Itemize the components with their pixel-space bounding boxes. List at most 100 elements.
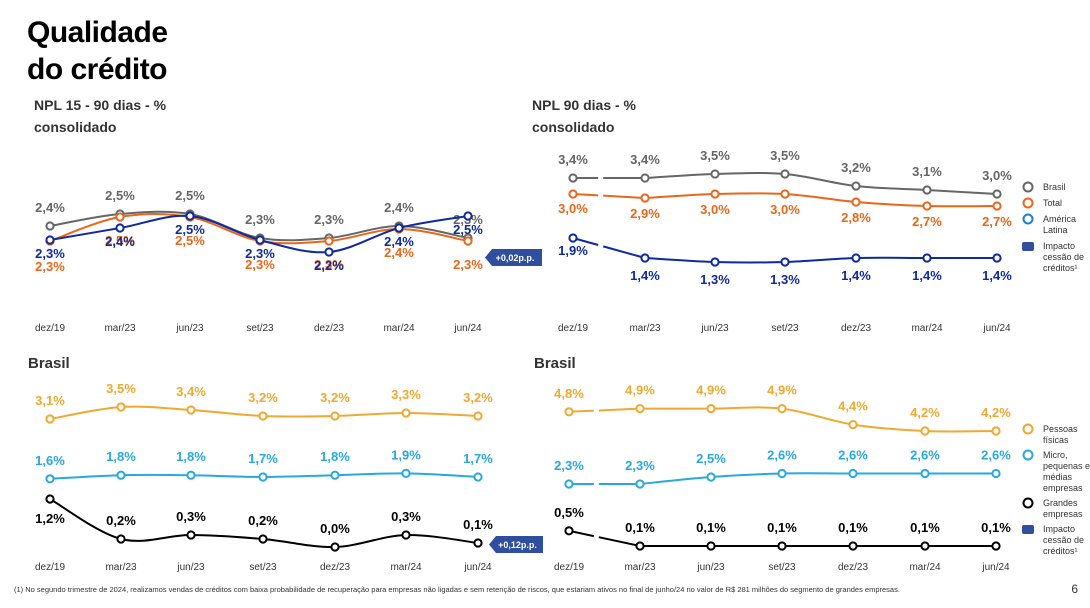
brasil90-series-1-label-3: 2,6% xyxy=(767,448,797,463)
brasil90-series-2-label-2: 0,1% xyxy=(696,520,726,535)
npl15-panel-title: NPL 15 - 90 dias - % consolidado xyxy=(34,94,166,138)
npl15-series-1-point-1 xyxy=(115,212,125,222)
brasil90-legend-marker-1 xyxy=(1022,449,1034,461)
brasil15-series-2-label-1: 0,2% xyxy=(106,513,136,528)
npl90-legend-label-1: Total xyxy=(1043,198,1062,208)
brasil15-xtick-3: set/23 xyxy=(249,562,277,573)
brasil15-series-1-label-3: 1,7% xyxy=(248,451,278,466)
npl90-series-0-point-2 xyxy=(710,169,720,179)
brasil15-series-1-label-6: 1,7% xyxy=(463,451,493,466)
npl90-legend-marker-1 xyxy=(1022,197,1034,209)
brasil90-series-0-point-4 xyxy=(848,420,858,430)
npl90-legend-marker-3 xyxy=(1022,242,1034,251)
npl90-legend-marker-0 xyxy=(1022,181,1034,193)
npl15-title-line1: NPL 15 - 90 dias - % xyxy=(34,97,167,113)
brasil90-series-1-line xyxy=(598,472,996,485)
npl90-series-1-label-6: 2,7% xyxy=(982,214,1012,229)
brasil90-series-1-label-2: 2,5% xyxy=(696,451,726,466)
brasil15-series-0-point-4 xyxy=(330,411,340,421)
brasil15-series-0-point-6 xyxy=(473,411,483,421)
npl90-series-0-label-0: 3,4% xyxy=(558,152,588,167)
npl90-series-0-point-1 xyxy=(640,173,650,183)
npl15-series-1-label-4: 2,3% xyxy=(314,257,344,272)
brasil90-series-1-label-1: 2,3% xyxy=(625,458,655,473)
brasil15-series-1-label-1: 1,8% xyxy=(106,449,136,464)
npl15-series-0-label-4: 2,3% xyxy=(314,212,344,227)
brasil90-series-1-point-6 xyxy=(991,468,1001,479)
npl90-series-2-label-3: 1,3% xyxy=(770,272,800,287)
brasil90-series-2-point-5 xyxy=(920,541,930,551)
npl15-annotation-badge xyxy=(485,249,542,266)
page-title: Qualidade do crédito xyxy=(27,14,168,88)
brasil90-series-2-point-1 xyxy=(635,541,645,551)
brasil90-series-2-point-0 xyxy=(564,526,574,536)
brasil15-series-1-point-1 xyxy=(116,470,126,480)
npl90-series-0-label-4: 3,2% xyxy=(841,160,871,175)
brasil90-series-1-point-4 xyxy=(848,468,858,479)
brasil15-series-1-point-3 xyxy=(258,472,268,482)
brasil90-series-0-point-1 xyxy=(635,404,645,414)
brasil90-series-0-label-2: 4,9% xyxy=(696,383,726,398)
page-title-line1: Qualidade xyxy=(27,16,168,49)
npl90-series-1-point-6 xyxy=(992,201,1002,211)
brasil90-series-2-point-6 xyxy=(991,541,1001,551)
npl90-series-2-point-2 xyxy=(710,257,720,267)
brasil90-legend-label-2: Grandes empresas xyxy=(1043,498,1083,519)
npl90-series-0-label-3: 3,5% xyxy=(770,148,800,163)
npl15-series-2-label-4: 2,2% xyxy=(314,258,344,273)
npl15-series-2-point-4 xyxy=(324,247,334,257)
npl15-series-2-point-5 xyxy=(394,223,404,233)
brasil90-series-2-line xyxy=(598,536,996,548)
brasil90-series-0-point-0 xyxy=(564,407,574,417)
npl90-series-0-label-2: 3,5% xyxy=(700,148,730,163)
npl15-series-2-label-2: 2,5% xyxy=(175,222,205,237)
brasil15-series-1-label-5: 1,9% xyxy=(391,447,421,462)
npl90-series-0-label-5: 3,1% xyxy=(912,164,942,179)
npl15-xtick-5: mar/24 xyxy=(383,323,415,334)
brasil90-series-1-point-1 xyxy=(635,479,645,489)
npl90-xtick-5: mar/24 xyxy=(911,323,943,334)
npl90-series-0-point-4 xyxy=(851,181,861,191)
brasil15-series-2-label-5: 0,3% xyxy=(391,509,421,524)
brasil90-series-0-point-5 xyxy=(920,426,930,436)
npl15-series-1-label-6: 2,3% xyxy=(453,257,483,272)
brasil15-series-1-point-5 xyxy=(401,468,411,478)
npl90-legend-label-0: Brasil xyxy=(1043,182,1066,192)
npl90-series-2-point-0 xyxy=(568,233,578,243)
brasil15-series-2-label-3: 0,2% xyxy=(248,513,278,528)
brasil90-legend-marker-3 xyxy=(1022,525,1034,534)
npl15-annotation-label: +0,02p.p. xyxy=(496,253,535,263)
brasil15-series-2-point-5 xyxy=(401,530,411,540)
brasil15-series-2-label-2: 0,3% xyxy=(176,509,206,524)
brasil90-series-0-label-5: 4,2% xyxy=(910,405,940,420)
brasil15-series-2-point-2 xyxy=(186,530,196,540)
npl15-series-0-label-2: 2,5% xyxy=(175,188,205,203)
brasil15-series-0-label-2: 3,4% xyxy=(176,384,206,399)
brasil90-series-1-point-5 xyxy=(920,468,930,479)
brasil90-section-title: Brasil xyxy=(534,355,576,372)
npl90-series-1-point-4 xyxy=(851,197,861,207)
npl90-series-1-point-3 xyxy=(780,189,790,199)
brasil90-xtick-1: mar/23 xyxy=(624,562,656,573)
npl90-series-1-point-0 xyxy=(568,189,578,199)
brasil90-series-2-label-3: 0,1% xyxy=(767,520,797,535)
brasil15-series-1-point-2 xyxy=(186,470,196,480)
npl90-legend-marker-2 xyxy=(1022,213,1034,225)
npl90-series-2-line xyxy=(602,245,997,264)
npl90-series-2-label-4: 1,4% xyxy=(841,268,871,283)
brasil90-legend-marker-0 xyxy=(1022,423,1034,435)
npl90-series-2-point-6 xyxy=(992,253,1002,263)
brasil90-series-1-point-0 xyxy=(564,479,574,489)
brasil90-series-0-point-2 xyxy=(706,404,716,414)
brasil90-series-1-label-6: 2,6% xyxy=(981,448,1011,463)
npl90-series-0-point-6 xyxy=(992,189,1002,199)
npl90-series-1-label-3: 3,0% xyxy=(770,202,800,217)
brasil90-series-1-label-4: 2,6% xyxy=(838,448,868,463)
brasil15-xtick-4: dez/23 xyxy=(320,562,350,573)
npl90-xtick-2: jun/23 xyxy=(700,323,729,334)
npl90-series-1-line xyxy=(603,192,998,208)
npl90-legend-label-3: Impacto cessão de créditos¹ xyxy=(1043,241,1084,273)
brasil15-series-0-label-5: 3,3% xyxy=(391,387,421,402)
brasil15-series-0-point-1 xyxy=(116,402,126,412)
